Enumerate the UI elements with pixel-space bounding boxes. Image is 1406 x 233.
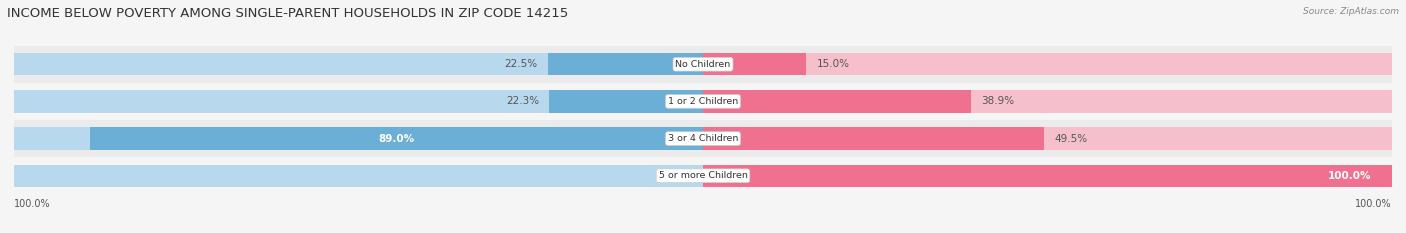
Bar — [703, 53, 1392, 75]
Text: 1 or 2 Children: 1 or 2 Children — [668, 97, 738, 106]
Text: 22.3%: 22.3% — [506, 96, 538, 106]
Text: 100.0%: 100.0% — [1327, 171, 1371, 181]
Text: 5 or more Children: 5 or more Children — [658, 171, 748, 180]
Bar — [14, 46, 1392, 83]
Bar — [703, 53, 807, 75]
Text: 22.5%: 22.5% — [505, 59, 537, 69]
Text: 100.0%: 100.0% — [1355, 199, 1392, 209]
Text: 89.0%: 89.0% — [378, 134, 415, 144]
Bar — [550, 90, 703, 113]
Bar — [14, 90, 703, 113]
Bar — [548, 53, 703, 75]
Text: No Children: No Children — [675, 60, 731, 69]
Text: 3 or 4 Children: 3 or 4 Children — [668, 134, 738, 143]
Bar — [703, 90, 972, 113]
Text: Source: ZipAtlas.com: Source: ZipAtlas.com — [1303, 7, 1399, 16]
Text: 100.0%: 100.0% — [14, 199, 51, 209]
Bar — [14, 120, 1392, 157]
Text: 15.0%: 15.0% — [817, 59, 849, 69]
Bar — [90, 127, 703, 150]
Text: INCOME BELOW POVERTY AMONG SINGLE-PARENT HOUSEHOLDS IN ZIP CODE 14215: INCOME BELOW POVERTY AMONG SINGLE-PARENT… — [7, 7, 568, 20]
Bar — [703, 90, 1392, 113]
Bar — [703, 127, 1392, 150]
Bar — [14, 53, 703, 75]
Bar — [14, 164, 703, 187]
Bar — [703, 164, 1392, 187]
Bar — [703, 127, 1045, 150]
Bar — [14, 83, 1392, 120]
Bar — [14, 127, 703, 150]
Bar — [703, 164, 1392, 187]
Text: 38.9%: 38.9% — [981, 96, 1015, 106]
Text: 49.5%: 49.5% — [1054, 134, 1087, 144]
Bar — [14, 157, 1392, 194]
Text: 0.0%: 0.0% — [664, 171, 689, 181]
